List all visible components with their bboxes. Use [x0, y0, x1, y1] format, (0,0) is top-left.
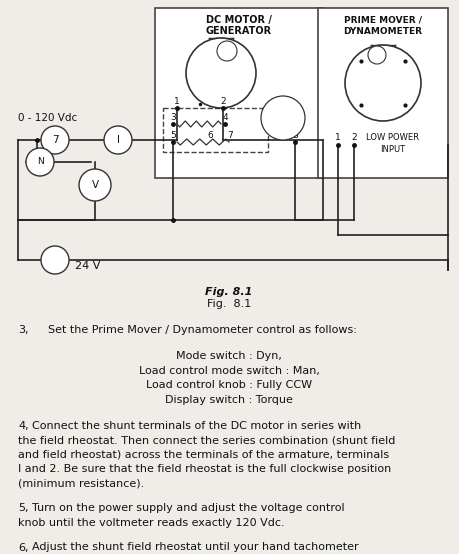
Text: 3,: 3, [18, 325, 28, 335]
Text: I and 2. Be sure that the field rheostat is the full clockwise position: I and 2. Be sure that the field rheostat… [18, 464, 391, 474]
Text: Display switch : Torque: Display switch : Torque [165, 394, 293, 404]
Text: 2: 2 [220, 98, 226, 106]
Bar [318, 8, 448, 178]
Text: 6,: 6, [18, 542, 28, 552]
Text: Turn on the power supply and adjust the voltage control: Turn on the power supply and adjust the … [18, 504, 345, 514]
Circle shape [26, 148, 54, 176]
Text: 4: 4 [222, 112, 228, 121]
Text: 7: 7 [227, 131, 233, 140]
Circle shape [104, 126, 132, 154]
Bar [155, 8, 323, 178]
Text: LOW POWER: LOW POWER [366, 134, 420, 142]
Text: the field rheostat. Then connect the series combination (shunt field: the field rheostat. Then connect the ser… [18, 435, 395, 445]
Text: knob until the voltmeter reads exactly 120 Vdc.: knob until the voltmeter reads exactly 1… [18, 518, 285, 528]
Text: Set the Prime Mover / Dynamometer control as follows:: Set the Prime Mover / Dynamometer contro… [48, 325, 357, 335]
Text: Load control mode switch : Man,: Load control mode switch : Man, [139, 366, 319, 376]
Text: 2: 2 [351, 132, 357, 141]
Bar [163, 108, 268, 152]
Circle shape [41, 246, 69, 274]
Text: 1: 1 [174, 98, 180, 106]
Text: 24 V: 24 V [75, 261, 101, 271]
Text: 5,: 5, [18, 504, 28, 514]
Text: 3: 3 [170, 112, 176, 121]
Text: DYNAMOMETER: DYNAMOMETER [343, 27, 422, 35]
Text: Fig.  8.1: Fig. 8.1 [207, 299, 251, 309]
Text: Mode switch : Dyn,: Mode switch : Dyn, [176, 351, 282, 361]
Text: DC MOTOR /: DC MOTOR / [206, 15, 272, 25]
Circle shape [79, 169, 111, 201]
Circle shape [368, 46, 386, 64]
Circle shape [261, 96, 305, 140]
Text: (minimum resistance).: (minimum resistance). [18, 479, 144, 489]
Text: 8: 8 [292, 131, 298, 140]
Text: 0 - 120 Vdc: 0 - 120 Vdc [18, 113, 77, 123]
Circle shape [345, 45, 421, 121]
Text: Adjust the shunt field rheostat until your hand tachometer: Adjust the shunt field rheostat until yo… [18, 542, 358, 552]
Text: I: I [117, 135, 119, 145]
Text: and field rheostat) across the terminals of the armature, terminals: and field rheostat) across the terminals… [18, 450, 389, 460]
Circle shape [41, 126, 69, 154]
Text: INPUT: INPUT [381, 145, 406, 153]
Text: 4,: 4, [18, 420, 28, 430]
Circle shape [217, 41, 237, 61]
Text: Connect the shunt terminals of the DC motor in series with: Connect the shunt terminals of the DC mo… [18, 420, 361, 430]
Text: 5: 5 [170, 131, 176, 140]
Text: 1: 1 [335, 132, 341, 141]
Text: N: N [37, 157, 43, 167]
Text: GENERATOR: GENERATOR [206, 26, 272, 36]
Text: Fig. 8.1: Fig. 8.1 [205, 287, 253, 297]
Text: Load control knob : Fully CCW: Load control knob : Fully CCW [146, 380, 312, 390]
Text: PRIME MOVER /: PRIME MOVER / [344, 16, 422, 24]
Text: V: V [91, 180, 99, 190]
Circle shape [186, 38, 256, 108]
Text: 6: 6 [207, 131, 213, 140]
Text: 7: 7 [52, 135, 58, 145]
